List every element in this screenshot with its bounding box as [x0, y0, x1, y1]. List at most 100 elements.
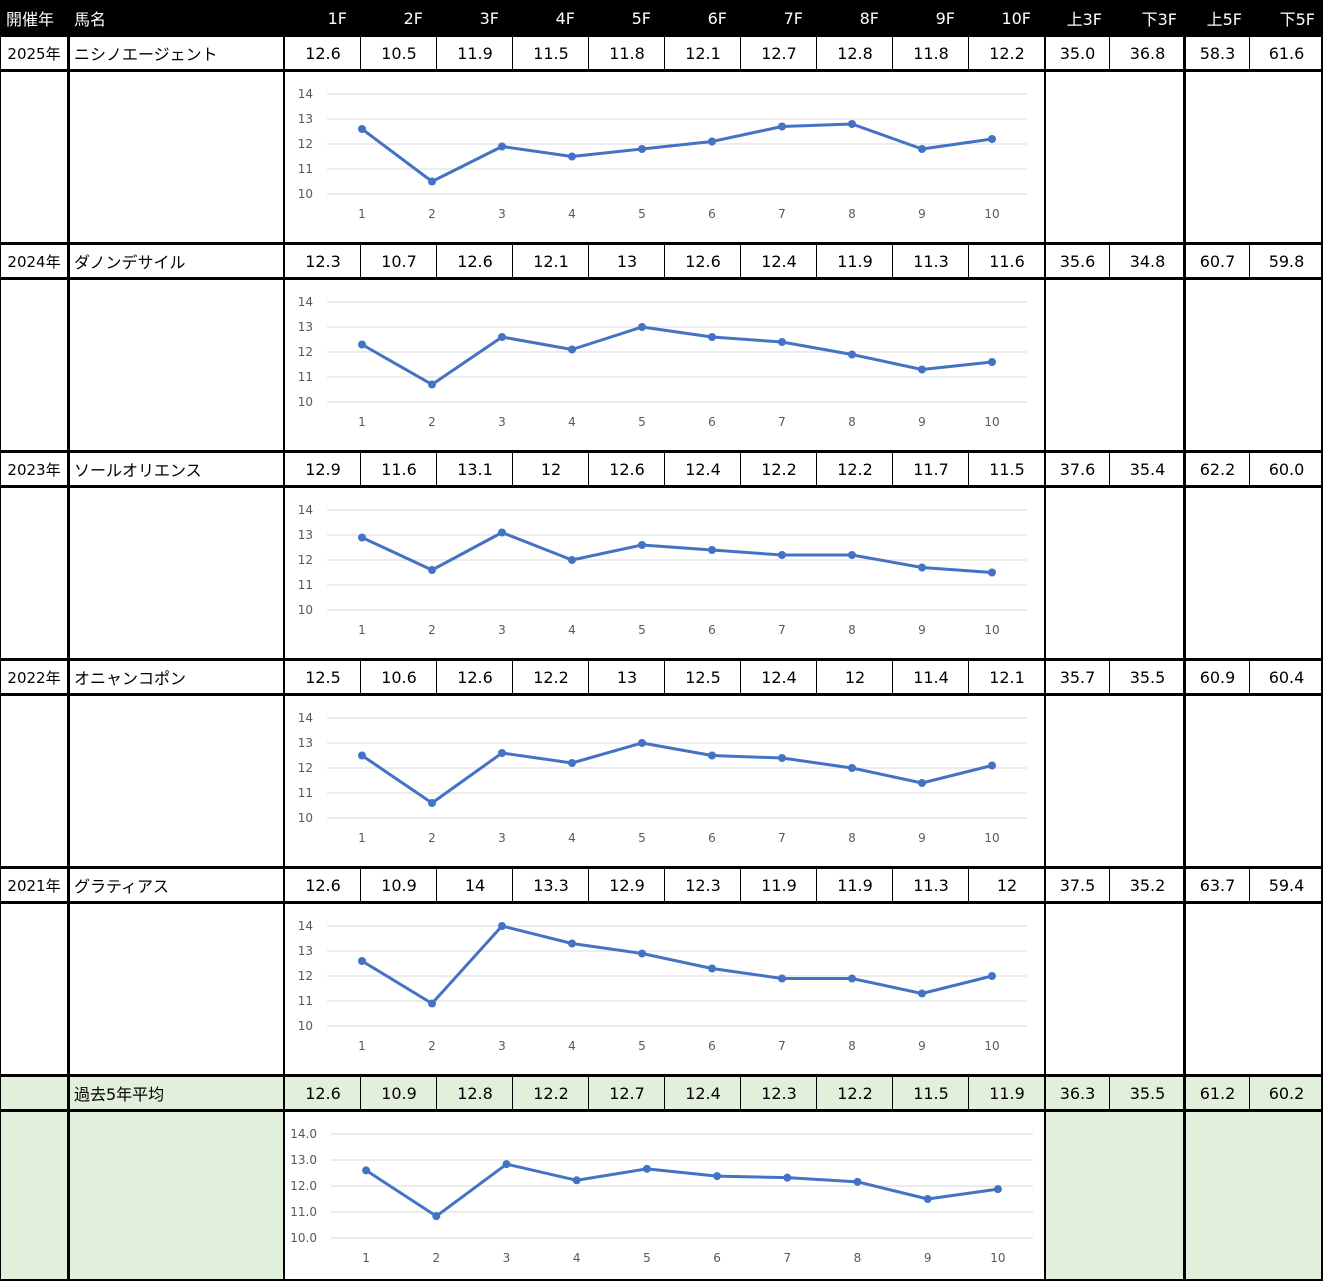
grid-line: [436, 868, 437, 902]
grid-line: [360, 244, 361, 278]
data-point: [428, 380, 436, 389]
grid-line: [968, 1076, 969, 1110]
data-point: [988, 972, 996, 980]
y-tick-label: 12: [298, 553, 313, 567]
lap-time-cell: 12.3: [761, 1083, 797, 1103]
data-point: [778, 754, 786, 762]
grid-line: [816, 868, 817, 902]
grid-line: [0, 866, 1323, 869]
aggregate-cell: 35.5: [1129, 1083, 1166, 1103]
data-point: [498, 142, 506, 151]
y-tick-label: 10: [298, 811, 313, 825]
x-tick-label: 9: [918, 831, 926, 845]
x-tick-label: 8: [848, 831, 856, 845]
data-point: [502, 1160, 511, 1169]
data-point: [642, 1164, 651, 1173]
year-cell: 2023年: [7, 460, 61, 479]
grid-line: [1109, 244, 1110, 278]
x-tick-label: 9: [918, 1039, 926, 1053]
aggregate-cell: 36.3: [1059, 1083, 1096, 1103]
lap-time-cell: 11.3: [913, 251, 949, 271]
aggregate-cell: 37.6: [1059, 459, 1096, 479]
y-tick-label: 13: [298, 944, 313, 958]
data-point: [993, 1185, 1002, 1194]
grid-line: [1321, 36, 1323, 1281]
aggregate-cell: 34.8: [1129, 251, 1166, 271]
grid-line: [1249, 1076, 1250, 1110]
x-tick-label: 9: [918, 415, 926, 429]
aggregate-cell: 59.8: [1268, 251, 1305, 271]
data-point: [713, 1172, 722, 1181]
lap-time-cell: 12: [540, 459, 562, 479]
header-aggregate: 上5F: [1185, 0, 1250, 36]
grid-line: [436, 452, 437, 486]
grid-line: [740, 244, 741, 278]
x-tick-label: 4: [568, 623, 576, 637]
x-tick-label: 2: [428, 1039, 436, 1053]
x-tick-label: 1: [362, 1251, 370, 1265]
x-tick-label: 9: [918, 623, 926, 637]
lap-time-cell: 12.6: [609, 459, 645, 479]
grid-line: [816, 244, 817, 278]
grid-line: [664, 36, 665, 70]
x-tick-label: 8: [848, 207, 856, 221]
x-tick-label: 7: [778, 831, 786, 845]
header-aggregate: 下5F: [1250, 0, 1323, 36]
aggregate-cell: 61.6: [1268, 43, 1305, 63]
grid-line: [1249, 868, 1250, 902]
lap-time-cell: 11.9: [989, 1083, 1025, 1103]
lap-time-cell: 11.4: [913, 667, 949, 687]
x-tick-label: 5: [643, 1251, 651, 1265]
grid-line: [1044, 36, 1046, 1281]
year-cell: 2025年: [7, 44, 61, 63]
x-tick-label: 6: [708, 415, 716, 429]
grid-line: [588, 36, 589, 70]
aggregate-cell: 60.9: [1199, 667, 1236, 687]
y-tick-label: 10: [298, 395, 313, 409]
data-point: [918, 779, 926, 787]
y-tick-label: 10: [298, 187, 313, 201]
x-tick-label: 10: [984, 623, 999, 637]
grid-line: [436, 1076, 437, 1110]
y-tick-label: 12: [298, 137, 313, 151]
grid-line: [816, 36, 817, 70]
data-point: [498, 749, 506, 757]
header-furlong: 6F: [665, 0, 741, 36]
aggregate-cell: 62.2: [1199, 459, 1236, 479]
x-tick-label: 8: [848, 415, 856, 429]
data-point: [848, 764, 856, 772]
lap-time-cell: 12.2: [533, 667, 569, 687]
x-tick-label: 2: [428, 623, 436, 637]
data-point: [988, 568, 996, 577]
data-point: [568, 556, 576, 564]
lap-time-cell: 12.4: [685, 1083, 721, 1103]
lap-time-cell: 11.5: [989, 459, 1025, 479]
header-horse: 馬名: [68, 0, 285, 36]
lap-time-cell: 11.3: [913, 875, 949, 895]
x-tick-label: 7: [783, 1251, 791, 1265]
lap-time-cell: 12.5: [685, 667, 721, 687]
average-row-background: [285, 1076, 1323, 1110]
x-tick-label: 9: [924, 1251, 932, 1265]
grid-line: [740, 452, 741, 486]
x-tick-label: 5: [638, 207, 646, 221]
lap-time-cell: 12.6: [457, 667, 493, 687]
horse-name-cell: グラティアス: [74, 877, 170, 896]
x-tick-label: 3: [498, 623, 506, 637]
x-tick-label: 3: [498, 207, 506, 221]
lap-time-cell: 12.1: [989, 667, 1025, 687]
data-point: [708, 546, 716, 554]
data-point: [848, 551, 856, 559]
x-tick-label: 1: [358, 831, 366, 845]
x-tick-label: 7: [778, 1039, 786, 1053]
aggregate-cell: 36.8: [1129, 43, 1166, 63]
lap-time-cell: 12.6: [305, 43, 341, 63]
lap-time-cell: 12.5: [305, 667, 341, 687]
x-tick-label: 9: [918, 207, 926, 221]
x-tick-label: 1: [358, 623, 366, 637]
grid-line: [436, 244, 437, 278]
x-tick-label: 8: [848, 623, 856, 637]
grid-line: [0, 277, 1323, 280]
y-tick-label: 14: [298, 919, 313, 933]
grid-line: [968, 36, 969, 70]
